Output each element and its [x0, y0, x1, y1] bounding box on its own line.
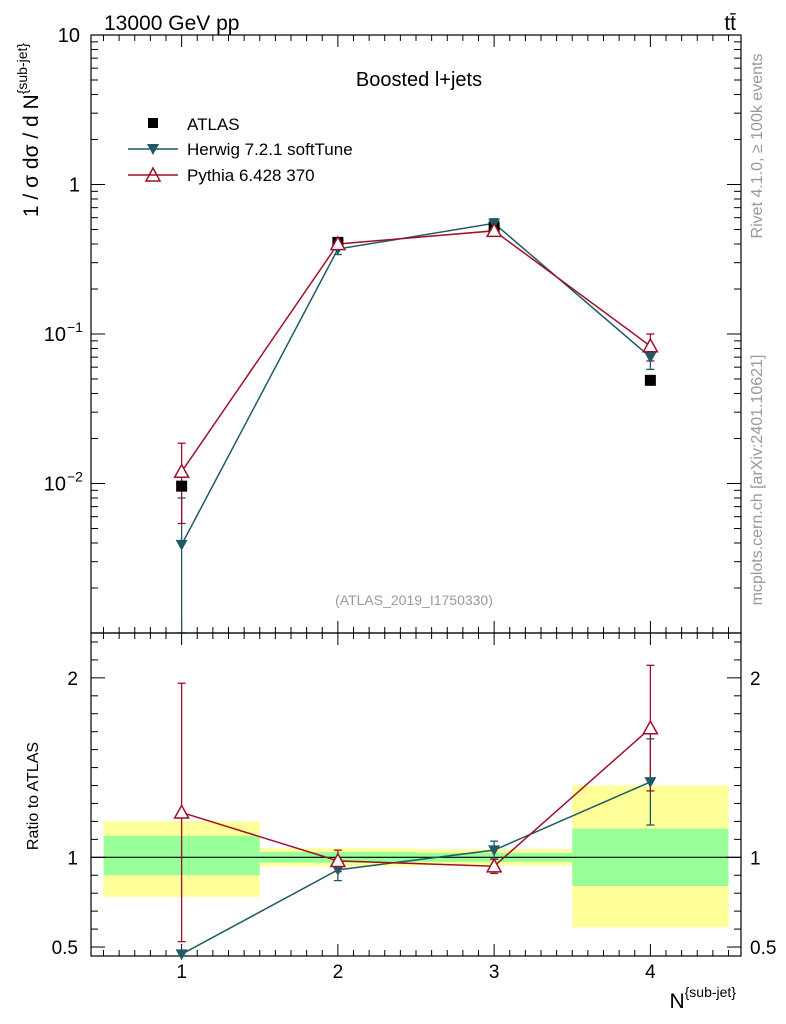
pythia-ratio-point-1	[173, 803, 190, 819]
atlas-point-1	[176, 480, 188, 492]
pythia-line	[181, 230, 651, 473]
y-tick-exponent-1: −1	[67, 319, 83, 335]
header-right-label: tt̄	[724, 12, 736, 35]
atlas-point-4	[644, 374, 656, 386]
legend-atlas-label: ATLAS	[187, 115, 240, 134]
legend-pythia-label: Pythia 6.428 370	[187, 166, 315, 185]
legend: ATLAS Herwig 7.2.1 softTune Pythia 6.428…	[128, 115, 353, 185]
x-tick-label-2: 2	[333, 962, 344, 983]
legend-herwig-marker	[147, 144, 159, 155]
pythia-point-4	[642, 337, 659, 353]
ratio-y-tick-label-left-0.5: 0.5	[52, 938, 78, 959]
pythia-point-3	[485, 222, 503, 238]
main-title: Boosted l+jets	[356, 69, 482, 91]
y-tick-label-2: 1	[69, 175, 80, 197]
legend-atlas-marker	[148, 118, 158, 128]
mcplots-source-label: mcplots.cern.ch [arXiv:2401.10621]	[749, 355, 766, 606]
herwig-line	[180, 222, 651, 545]
y-tick-label-3: 10	[58, 25, 80, 47]
y-tick-label-0: 10	[44, 474, 66, 496]
rivet-version-label: Rivet 4.1.0, ≥ 100k events	[749, 54, 766, 239]
ratio-panel: Ratio to ATLAS N{sub-jet} 1 2 3 4 0.5 0.5 1 1 2 2	[25, 632, 776, 1013]
svg-text:N{sub-jet}: N{sub-jet}	[669, 984, 736, 1013]
herwig-ratio-point-4	[644, 777, 657, 788]
ratio-y-tick-label-right-0.5: 0.5	[750, 938, 776, 959]
ratio-y-tick-label-right-2: 2	[750, 669, 761, 690]
svg-text:1 / σ dσ / d N{sub-jet}: 1 / σ dσ / d N{sub-jet}	[14, 43, 43, 218]
herwig-point-1	[175, 539, 188, 551]
y-tick-label-1: 10	[44, 324, 66, 346]
ratio-y-tick-label-left-2: 2	[67, 669, 78, 690]
pythia-ratio-point-3	[485, 857, 503, 873]
ratio-ylabel: Ratio to ATLAS	[25, 742, 42, 850]
herwig-ratio-point-1	[175, 949, 188, 961]
main-ylabel: 1 / σ dσ / d N{sub-jet}	[14, 43, 43, 218]
header-left-label: 13000 GeV pp	[104, 12, 239, 35]
herwig-ratio-line	[181, 781, 651, 955]
herwig-ratio-point-3	[488, 845, 501, 857]
ratio-xlabel: N{sub-jet}	[669, 984, 736, 1013]
ratio-y-tick-label-left-1: 1	[67, 848, 78, 869]
pythia-ratio-point-4	[642, 719, 659, 735]
x-tick-label-3: 3	[489, 962, 500, 983]
pythia-ratio-point-2	[329, 852, 347, 868]
pythia-point-2	[329, 235, 347, 251]
legend-pythia-marker	[144, 166, 162, 182]
y-tick-exponent-0: −2	[67, 469, 83, 485]
main-panel: Boosted l+jets (ATLAS_2019_I1750330) 1 /…	[14, 25, 742, 634]
pythia-ratio-line	[181, 727, 651, 868]
herwig-point-4	[644, 352, 657, 364]
pythia-point-1	[173, 463, 190, 479]
legend-herwig-label: Herwig 7.2.1 softTune	[187, 140, 353, 159]
analysis-watermark: (ATLAS_2019_I1750330)	[335, 592, 493, 608]
ratio-y-tick-label-right-1: 1	[750, 848, 761, 869]
x-tick-label-1: 1	[176, 962, 187, 983]
herwig-ratio-point-2	[331, 865, 344, 876]
x-tick-label-4: 4	[645, 962, 656, 983]
